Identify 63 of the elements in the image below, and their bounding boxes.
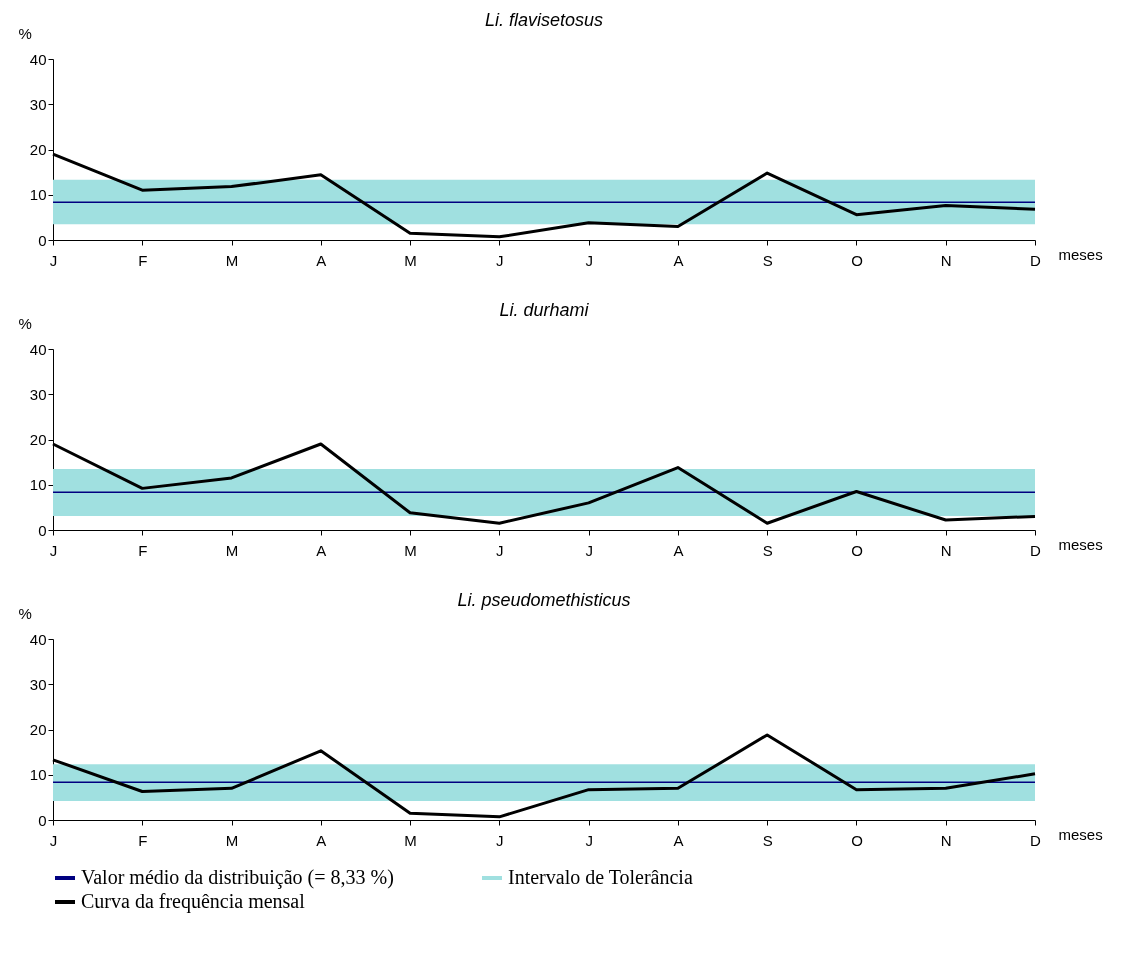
chart-title: Li. pseudomethisticus (457, 590, 631, 610)
x-tick-label: A (673, 251, 684, 269)
legend-label: Valor médio da distribuição (= 8,33 %) (81, 866, 394, 889)
legend-label: Intervalo de Tolerância (508, 866, 693, 888)
y-tick-label: 20 (29, 721, 47, 738)
x-tick-label: O (851, 541, 863, 559)
x-tick-label: J (585, 251, 593, 269)
y-tick-label: 10 (29, 766, 47, 784)
y-tick-label: 0 (38, 231, 47, 249)
x-tick-label: A (316, 251, 327, 269)
x-tick-label: F (138, 251, 148, 269)
x-tick-label: O (851, 251, 863, 269)
y-tick-label: 30 (29, 385, 47, 403)
x-tick-label: J (49, 831, 58, 849)
y-tick-label: 10 (29, 476, 47, 494)
x-tick-label: M (225, 251, 239, 269)
x-tick-label: M (404, 251, 417, 269)
chart-title: Li. durhami (499, 300, 590, 320)
x-tick-label: M (225, 541, 239, 559)
x-tick-label: D (1030, 251, 1042, 269)
x-tick-label: J (496, 541, 504, 559)
x-tick-label: S (762, 831, 773, 849)
y-tick-label: 20 (29, 431, 47, 448)
x-tick-label: J (585, 541, 593, 559)
x-tick-label: S (762, 541, 773, 559)
x-tick-label: J (585, 831, 593, 849)
y-tick-label: 40 (29, 630, 47, 648)
y-axis-title: % (18, 314, 32, 332)
y-tick-label: 20 (29, 141, 47, 158)
x-tick-label: N (940, 831, 952, 849)
x-tick-label: J (49, 251, 58, 269)
y-axis-title: % (18, 604, 32, 622)
x-tick-label: D (1030, 831, 1042, 849)
x-tick-label: M (404, 541, 417, 559)
x-tick-label: F (138, 831, 148, 849)
y-tick-label: 30 (29, 95, 47, 113)
x-tick-label: S (762, 251, 773, 269)
x-tick-label: N (940, 541, 952, 559)
x-tick-label: A (316, 831, 327, 849)
x-tick-label: J (496, 831, 504, 849)
y-tick-label: 10 (29, 186, 47, 204)
x-tick-label: J (49, 541, 58, 559)
x-tick-label: N (940, 251, 952, 269)
y-tick-label: 30 (29, 675, 47, 693)
legend-label: Curva da frequência mensal (81, 890, 306, 913)
x-tick-label: M (404, 831, 417, 849)
x-axis-title: meses (1058, 535, 1103, 553)
x-axis-title: meses (1058, 245, 1103, 263)
chart-title: Li. flavisetosus (484, 10, 604, 30)
y-tick-label: 0 (38, 811, 47, 829)
x-tick-label: A (673, 831, 684, 849)
x-tick-label: M (225, 831, 239, 849)
x-tick-label: F (138, 541, 148, 559)
x-tick-label: A (316, 541, 327, 559)
x-tick-label: O (851, 831, 863, 849)
y-tick-label: 40 (29, 50, 47, 68)
x-tick-label: J (496, 251, 504, 269)
y-axis-title: % (18, 24, 32, 42)
x-tick-label: D (1030, 541, 1042, 559)
y-tick-label: 0 (38, 521, 47, 539)
x-tick-label: A (673, 541, 684, 559)
y-tick-label: 40 (29, 340, 47, 358)
x-axis-title: meses (1058, 825, 1103, 843)
